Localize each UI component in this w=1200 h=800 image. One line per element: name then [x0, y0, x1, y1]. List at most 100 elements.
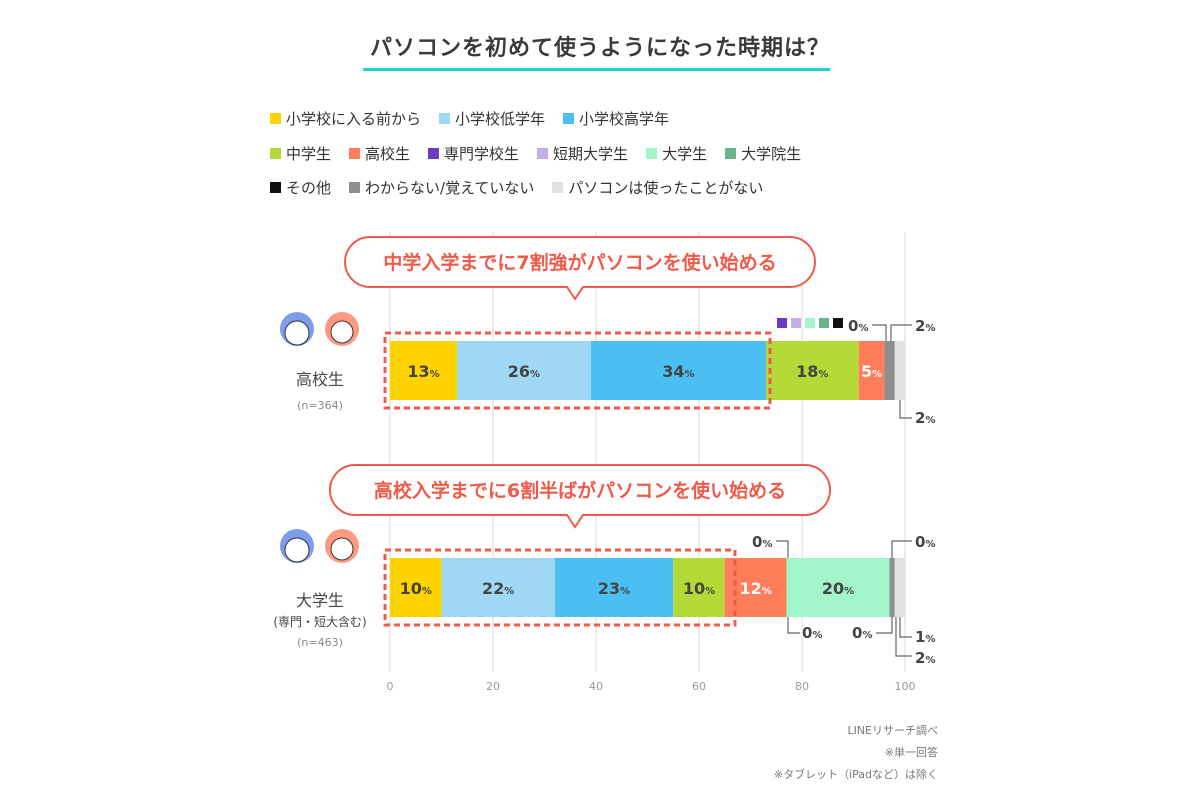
title-underline — [363, 68, 830, 71]
legend-label: 小学校低学年 — [455, 110, 546, 128]
legend-item: 小学校低学年 — [439, 108, 545, 129]
legend-row-3: その他 わからない/覚えていない パソコンは使ったことがない — [270, 177, 781, 198]
x-tick-label: 0 — [387, 680, 394, 693]
legend-swatch — [725, 148, 737, 159]
legend-label: 短期大学生 — [553, 145, 629, 163]
bar-segment — [858, 341, 885, 400]
footnote-exclusion: ※タブレット（iPadなど）は除く — [773, 768, 938, 781]
legend-swatch — [439, 113, 451, 124]
zero-value-swatch — [805, 318, 815, 328]
bar-segment — [456, 341, 591, 400]
callout-text: 中学入学までに7割強がパソコンを使い始める — [383, 251, 776, 274]
callout-text: 高校入学までに6割半ばがパソコンを使い始める — [374, 479, 786, 502]
legend-item: わからない/覚えていない — [349, 177, 534, 198]
legend-item: 小学校に入る前から — [270, 108, 421, 129]
data-label: 0% — [802, 624, 822, 642]
girl-face — [330, 537, 354, 561]
legend-item: 小学校高学年 — [563, 108, 669, 129]
leader-line — [899, 617, 912, 638]
legend-swatch — [270, 148, 281, 159]
legend-item: その他 — [270, 177, 331, 198]
leader-line — [899, 400, 912, 419]
legend-item: 大学院生 — [725, 143, 801, 164]
bar-segment — [786, 558, 890, 617]
boy-face — [284, 320, 310, 346]
bar-segment — [894, 341, 905, 400]
legend-swatch — [646, 148, 658, 159]
data-label: 1% — [915, 628, 935, 646]
highlight-box — [383, 548, 737, 627]
leader-line — [890, 324, 912, 341]
legend-label: わからない/覚えていない — [365, 179, 535, 197]
legend-item: 専門学校生 — [428, 143, 519, 164]
legend-label: 小学校高学年 — [579, 110, 670, 128]
legend-item: 中学生 — [270, 143, 331, 164]
legend-swatch — [563, 113, 575, 124]
bar-segment — [441, 558, 555, 617]
legend-item: パソコンは使ったことがない — [552, 177, 763, 198]
data-label: 0% — [852, 624, 872, 642]
sample-size: (n=364) — [297, 399, 343, 412]
legend-label: その他 — [286, 179, 332, 197]
leader-line — [776, 540, 789, 558]
bar-segment — [884, 341, 895, 400]
legend-label: 中学生 — [286, 145, 332, 163]
bar-segment — [590, 341, 766, 400]
data-label: 2% — [915, 649, 935, 667]
bar-segment — [673, 558, 725, 617]
legend-swatch — [270, 182, 281, 193]
footnote-source: LINEリサーチ調べ — [847, 724, 938, 737]
legend-swatch — [349, 148, 361, 159]
sample-size: (n=463) — [297, 636, 343, 649]
x-tick-label: 40 — [589, 680, 603, 693]
data-label: 2% — [915, 317, 935, 335]
legend-label: 高校生 — [365, 145, 411, 163]
zero-value-swatch — [819, 318, 829, 328]
leader-line — [891, 540, 912, 558]
bar-segment — [724, 558, 787, 617]
bar-segment — [554, 558, 674, 617]
legend-item: 高校生 — [349, 143, 410, 164]
legend-swatch — [552, 182, 564, 193]
data-label: 0% — [752, 533, 772, 551]
legend-swatch — [428, 148, 440, 159]
highlight-box — [383, 331, 772, 410]
leader-line — [872, 324, 887, 341]
legend-label: 大学生 — [662, 145, 708, 163]
bar-segment — [390, 341, 457, 400]
x-tick-label: 60 — [692, 680, 706, 693]
data-label: 0% — [848, 317, 868, 335]
data-label: 0% — [915, 533, 935, 551]
legend-swatch — [349, 182, 361, 193]
leader-line — [876, 617, 893, 634]
callout-bubble — [329, 464, 831, 529]
boy-face — [284, 537, 310, 563]
legend-label: 大学院生 — [741, 145, 802, 163]
category-sublabel: (専門・短大含む) — [273, 614, 366, 629]
zero-value-swatch — [777, 318, 787, 328]
data-label: 2% — [915, 409, 935, 427]
x-tick-label: 100 — [895, 680, 916, 693]
legend-swatch — [537, 148, 549, 159]
zero-value-swatch — [833, 318, 843, 328]
x-tick-label: 80 — [795, 680, 809, 693]
bar-segment — [765, 341, 859, 400]
bar-segment — [894, 558, 905, 617]
legend-item: 短期大学生 — [537, 143, 628, 164]
legend-label: パソコンは使ったことがない — [568, 179, 764, 197]
callout-bubble — [344, 236, 816, 301]
legend-swatch — [270, 113, 281, 124]
legend-row-1: 小学校に入る前から 小学校低学年 小学校高学年 — [270, 108, 687, 129]
leader-line — [895, 617, 912, 657]
legend-row-2: 中学生 高校生 専門学校生 短期大学生 大学生 大学院生 — [270, 143, 819, 164]
leader-line — [787, 617, 800, 634]
category-label: 高校生 — [296, 370, 344, 389]
x-tick-label: 20 — [486, 680, 500, 693]
bar-segment — [889, 558, 895, 617]
zero-value-swatch — [791, 318, 801, 328]
girl-face — [330, 320, 354, 344]
legend-label: 専門学校生 — [444, 145, 520, 163]
legend-item: 大学生 — [646, 143, 707, 164]
category-label: 大学生 — [296, 591, 344, 610]
